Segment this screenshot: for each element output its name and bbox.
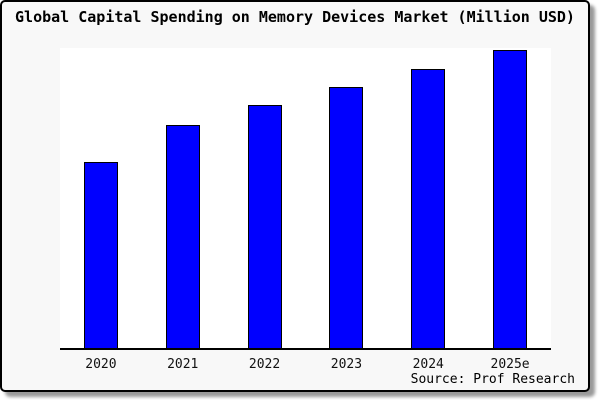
bar-2022 xyxy=(247,105,282,348)
chart-title: Global Capital Spending on Memory Device… xyxy=(15,8,575,26)
x-tick-label-2024: 2024 xyxy=(412,357,444,372)
x-tick-label-2021: 2021 xyxy=(167,357,199,372)
x-tick-label-2022: 2022 xyxy=(248,357,281,372)
chart-frame: Global Capital Spending on Memory Device… xyxy=(0,0,590,392)
x-tick-label-2025e: 2025e xyxy=(490,357,530,372)
bar-2025e xyxy=(493,50,528,348)
bar-2024 xyxy=(411,69,446,348)
x-tick-label-2020: 2020 xyxy=(85,357,117,372)
source-note: Source: Prof Research xyxy=(410,372,575,387)
bar-2021 xyxy=(165,124,200,348)
bar-2020 xyxy=(83,162,118,348)
bar-2023 xyxy=(329,87,364,348)
plot-area xyxy=(60,48,551,350)
x-tick-label-2023: 2023 xyxy=(330,357,363,372)
